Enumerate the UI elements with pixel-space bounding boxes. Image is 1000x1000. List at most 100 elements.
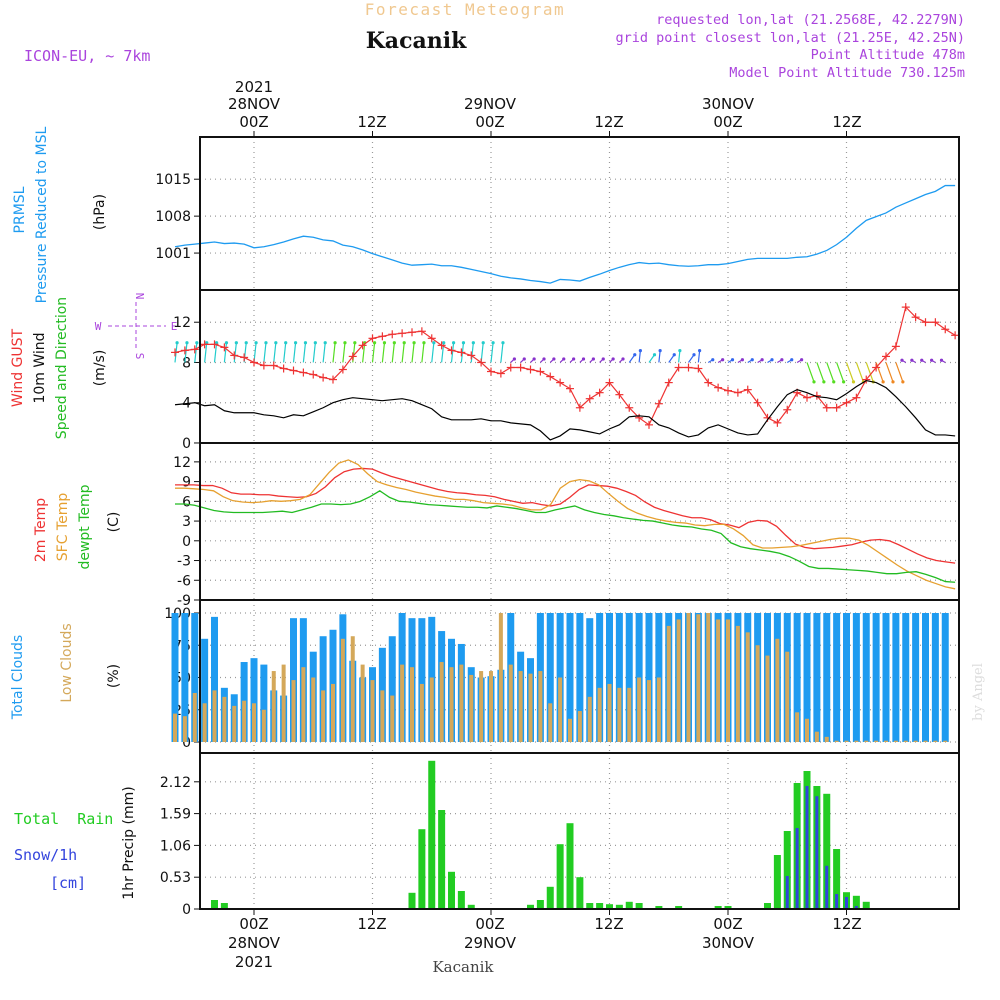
low-clouds-bar — [528, 673, 533, 742]
wind-arrow — [806, 362, 815, 383]
rain-bar — [418, 829, 426, 909]
wind-speed-line — [174, 379, 956, 441]
low-clouds-bar — [864, 740, 869, 742]
low-clouds-bar — [311, 677, 316, 742]
total-clouds-bar — [319, 636, 327, 742]
bottom-date-label: 30NOV — [702, 934, 755, 952]
wind-arrow-head — [842, 380, 846, 384]
total-clouds-bar — [171, 613, 179, 742]
wind-arrow — [194, 342, 198, 363]
rain-bar — [606, 904, 613, 909]
top-hour-label: 00Z — [239, 113, 268, 131]
snow-unit-label: [cm] — [50, 874, 86, 892]
y-tick-label: -6 — [177, 573, 191, 589]
bottom-hour-label: 12Z — [357, 915, 386, 933]
total-clouds-bar — [615, 613, 623, 742]
low-clouds-bar — [419, 683, 424, 742]
wind-arrow-head — [930, 358, 934, 362]
wind-arrow-head — [711, 358, 715, 362]
rain-bar — [833, 849, 841, 909]
low-clouds-bar — [726, 619, 730, 742]
wind-arrow — [490, 342, 494, 363]
low-clouds-bar — [508, 664, 513, 742]
low-clouds-bar — [261, 709, 266, 742]
wind-arrow — [826, 362, 835, 383]
wind-arrow-head — [185, 341, 189, 345]
low-clouds-bar — [874, 740, 879, 742]
y-tick-label: 12 — [173, 455, 191, 471]
rain-bar — [852, 895, 860, 909]
low-clouds-bar — [548, 703, 553, 742]
wind-arrow — [638, 350, 641, 363]
low-clouds-bar — [479, 671, 484, 742]
wind-arrow — [845, 362, 855, 383]
low-clouds-bar — [637, 677, 642, 742]
rain-bar — [714, 906, 722, 909]
low-clouds-bar — [607, 683, 612, 742]
wind-arrow — [500, 342, 504, 363]
top-year-label: 2021 — [235, 78, 273, 96]
wind-arrow-head — [343, 341, 347, 345]
wind-arrow — [263, 342, 267, 363]
clouds-unit-label: (%) — [106, 664, 122, 688]
wind-arrow — [450, 342, 455, 363]
low-clouds-bar — [696, 614, 701, 742]
low-clouds-bar — [489, 671, 493, 742]
bottom-date-label: 28NOV — [228, 934, 281, 952]
wind-arrow — [895, 362, 904, 383]
rain-bar — [615, 904, 623, 909]
low-clouds-label: Low Clouds — [59, 623, 75, 702]
low-clouds-bar — [202, 703, 207, 742]
rain-bar — [457, 891, 465, 909]
top-hour-label: 00Z — [475, 113, 504, 131]
y-tick-label: 0 — [182, 735, 191, 751]
snow-bar — [825, 865, 829, 909]
rain-bar — [764, 903, 771, 909]
top-hour-label: 12Z — [832, 113, 861, 131]
wind-arrow — [342, 342, 346, 363]
wind-arrow — [697, 350, 701, 363]
y-tick-label: 3 — [182, 514, 191, 530]
y-tick-label: 0 — [182, 436, 191, 452]
rain-bar — [724, 906, 732, 909]
clouds-bars — [171, 613, 949, 742]
bottom-date-label: 29NOV — [464, 934, 517, 952]
compass-east: E — [171, 320, 178, 333]
footer-location: Kacanik — [432, 958, 494, 976]
y-tick-label: 9 — [182, 475, 191, 491]
wind-arrow — [322, 342, 326, 363]
wind-arrow-head — [760, 358, 764, 362]
wind-arrow-head — [195, 341, 199, 345]
total-clouds-bar — [823, 613, 831, 742]
low-clouds-bar — [814, 731, 819, 742]
low-clouds-bar — [913, 740, 918, 742]
y-tick-label: 1008 — [155, 209, 191, 225]
low-clouds-bar — [647, 680, 651, 742]
wind-arrow-head — [353, 341, 357, 345]
wind-gust-markers — [171, 303, 960, 429]
low-clouds-bar — [656, 677, 661, 742]
y-tick-label: 1.59 — [160, 807, 191, 823]
rain-bar — [586, 903, 594, 909]
rain-bar — [428, 760, 436, 909]
y-tick-label: 1001 — [155, 246, 191, 262]
pressure-label-msl: Pressure Reduced to MSL — [34, 126, 50, 303]
y-tick-label: 0 — [182, 534, 191, 550]
wind-arrow — [816, 362, 825, 383]
wind-arrow-head — [658, 349, 662, 353]
bottom-hour-label: 00Z — [713, 915, 742, 933]
low-clouds-bar — [568, 718, 572, 742]
total-clouds-label: Total Clouds — [10, 635, 26, 720]
wind-arrow — [371, 342, 376, 363]
total-clouds-bar — [645, 613, 653, 742]
panel-border — [199, 752, 960, 910]
low-clouds-bar — [676, 619, 681, 742]
precip-panel: 0 0.53 1.06 1.59 2.12 — [160, 753, 959, 918]
panel-border — [199, 136, 960, 291]
total-clouds-bar — [418, 618, 426, 742]
wind-arrow — [332, 342, 336, 363]
wind-arrow — [213, 342, 218, 363]
total-clouds-bar — [833, 613, 841, 742]
wind-arrow-head — [313, 341, 317, 345]
temp-sfc-line — [175, 459, 956, 590]
